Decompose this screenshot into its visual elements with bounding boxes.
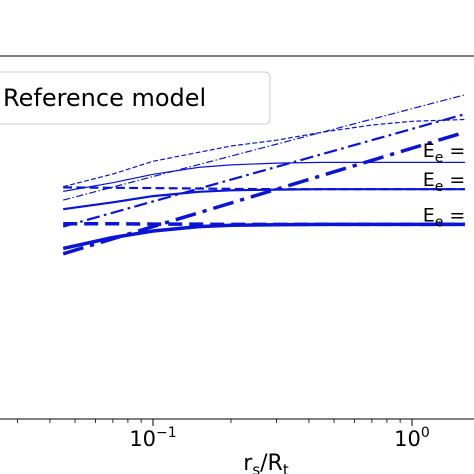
energy-annotation: Ee = [423, 169, 466, 195]
x-axis-label: rs/Rt [243, 451, 289, 474]
series-line-8 [62, 113, 466, 228]
legend-entry-label: Reference model [3, 84, 206, 112]
legend-box [0, 71, 271, 125]
series-line-7 [63, 94, 466, 201]
x-tick-label: 100 [394, 425, 430, 451]
xlabel-sub2: t [283, 461, 289, 474]
energy-annotation: Ee = [423, 204, 466, 230]
series-layer [62, 94, 466, 256]
series-line-6 [63, 221, 465, 227]
series-line-5 [63, 186, 465, 191]
series-line-9 [62, 130, 466, 256]
xlabel-main: r [243, 451, 253, 474]
xlabel-mid: /R [260, 451, 283, 474]
x-tick-label: 10−1 [129, 425, 176, 451]
tick-layer: 10−1 100 [17, 419, 430, 451]
energy-annotation: Ee = [423, 140, 466, 166]
series-line-4 [63, 118, 465, 188]
series-line-1 [63, 161, 465, 192]
annotation-layer: Ee = Ee = Ee = [423, 140, 466, 230]
legend: Reference model [0, 71, 271, 125]
xlabel-sub1: s [252, 461, 260, 474]
